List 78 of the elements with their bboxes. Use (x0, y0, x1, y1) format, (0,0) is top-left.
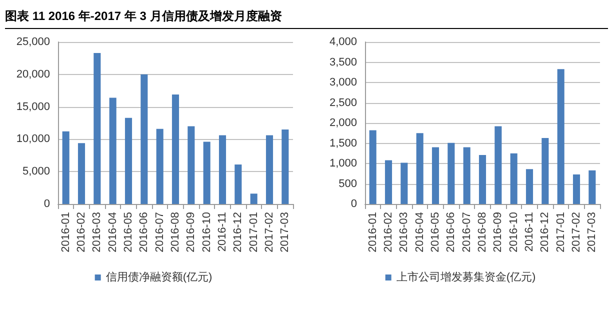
y-tick-label: 20,000 (16, 68, 50, 80)
x-tick-label: 2016-02 (382, 212, 394, 252)
x-tick-label: 2016-02 (76, 212, 88, 252)
bar (78, 143, 86, 204)
x-tick-label: 2016-12 (232, 212, 244, 252)
bar (109, 98, 116, 204)
x-tick-label: 2017-03 (279, 212, 292, 252)
y-tick-label: 2,000 (328, 117, 356, 129)
x-tick-label: 2016-12 (538, 212, 551, 252)
bar (94, 53, 101, 204)
bar (416, 133, 423, 204)
y-tick-label: 25,000 (16, 36, 50, 48)
y-tick-label: 1,500 (328, 137, 356, 150)
x-tick-label: 2017-01 (554, 212, 566, 252)
x-tick-label: 2016-01 (60, 212, 72, 252)
x-tick-label: 2016-01 (366, 212, 378, 252)
bar (203, 142, 210, 204)
bar (368, 130, 376, 204)
bar (124, 118, 132, 204)
y-tick-label: 5,000 (22, 166, 50, 178)
bar (188, 126, 195, 204)
y-tick-label: 4,000 (328, 36, 356, 48)
x-tick-label: 2016-08 (170, 212, 182, 252)
legend-label: 信用债净融资额(亿元) (106, 270, 212, 284)
y-tick-label: 0 (44, 198, 50, 210)
x-tick-label: 2016-07 (460, 212, 472, 252)
bar (266, 135, 274, 204)
x-tick-label: 2017-01 (248, 212, 260, 252)
bar (556, 69, 564, 204)
x-tick-label: 2016-09 (492, 212, 504, 252)
y-tick-label: 1,000 (328, 158, 356, 170)
y-tick-label: 15,000 (16, 100, 50, 113)
x-tick-label: 2016-03 (91, 212, 104, 252)
x-tick-label: 2016-08 (476, 212, 488, 252)
bar (172, 94, 180, 204)
bar (282, 129, 289, 204)
bar (62, 131, 70, 204)
x-tick-label: 2016-06 (138, 212, 150, 252)
x-tick-label: 2016-06 (444, 212, 457, 252)
y-tick-label: 3,000 (328, 76, 356, 88)
bar (218, 135, 226, 204)
y-tick-label: 500 (338, 178, 356, 190)
x-tick-label: 2016-09 (185, 212, 198, 252)
y-tick-label: 3,500 (328, 56, 356, 68)
x-tick-label: 2016-10 (507, 212, 520, 252)
bar (510, 153, 517, 204)
x-tick-label: 2016-11 (523, 212, 535, 252)
bar (250, 194, 258, 204)
x-tick-label: 2016-03 (398, 212, 410, 252)
bar (234, 164, 242, 204)
bar (447, 142, 454, 204)
chart-title: 图表 11 2016 年-2017 年 3 月信用债及增发月度融资 (5, 8, 282, 25)
x-tick-label: 2016-05 (122, 212, 134, 252)
bar (525, 169, 533, 204)
x-tick-label: 2016-10 (200, 212, 213, 252)
x-tick-label: 2016-07 (154, 212, 166, 252)
x-tick-label: 2017-02 (264, 212, 276, 252)
bar (140, 74, 148, 204)
y-tick-label: 0 (350, 198, 356, 210)
bar (156, 128, 164, 204)
y-tick-label: 10,000 (16, 133, 50, 146)
x-tick-label: 2016-11 (216, 212, 228, 252)
x-tick-label: 2016-04 (106, 212, 119, 252)
bar (431, 147, 439, 204)
x-tick-label: 2017-03 (586, 212, 598, 252)
bar (462, 147, 470, 204)
bar (384, 160, 392, 204)
legend-label: 上市公司增发募集资金(亿元) (396, 270, 536, 284)
bar (494, 126, 502, 204)
bar (572, 174, 580, 204)
y-tick-label: 2,500 (328, 96, 356, 109)
bar (478, 154, 486, 204)
x-tick-label: 2016-05 (429, 212, 441, 252)
bar (541, 138, 548, 204)
x-tick-label: 2016-04 (413, 212, 426, 252)
x-tick-label: 2017-02 (570, 212, 582, 252)
bar (400, 162, 408, 204)
bar (588, 170, 596, 204)
